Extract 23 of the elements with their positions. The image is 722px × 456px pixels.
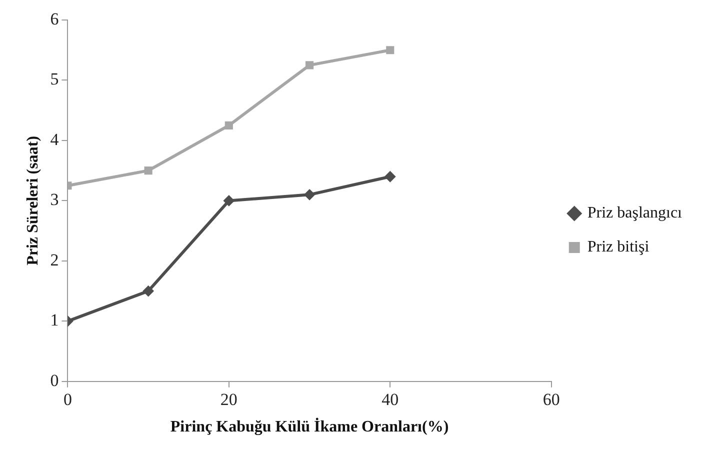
point [384,171,396,182]
point [224,121,233,130]
y-axis-title: Priz Süreleri (saat) [24,136,42,266]
legend-label: Priz bitişi [587,238,650,256]
y-tick-label: 0 [50,370,59,390]
x-axis-title: Pirinç Kabuğu Külü İkame Oranları(%) [170,418,449,436]
point [223,195,234,206]
y-tick-label: 6 [50,9,59,28]
y-tick-label: 4 [50,130,60,149]
point [305,61,314,70]
y-tick-label: 5 [50,70,59,89]
point [386,46,394,54]
y-tick-label: 2 [50,250,59,270]
x-tick-label: 60 [542,390,560,410]
point [144,166,152,175]
point [304,189,316,200]
x-tick-label: 20 [220,390,238,410]
x-tick-label: 40 [382,390,399,410]
y-tick-label: 3 [50,190,59,210]
legend-label: Priz başlangıcı [587,204,683,222]
y-tick-label: 1 [50,310,59,330]
x-tick-label: 0 [63,390,72,410]
point [142,286,154,297]
